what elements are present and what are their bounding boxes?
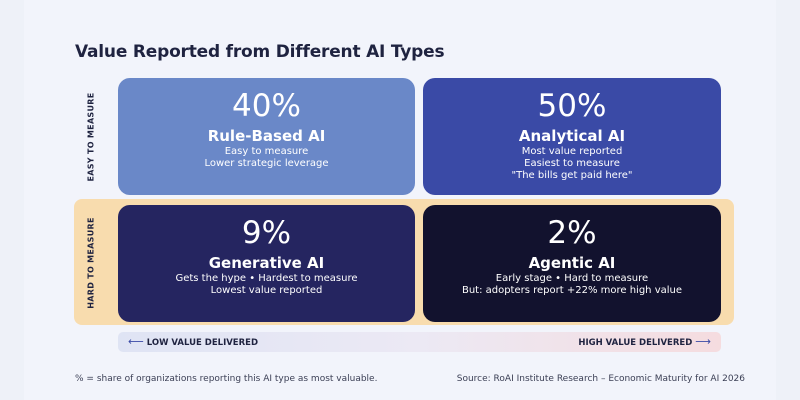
arrow-left-icon: ⟵ [128,335,144,348]
quadrant-analytical-ai: 50% Analytical AI Most value reported Ea… [423,78,721,195]
quadrant-description: Easy to measure [224,146,309,157]
footnote: % = share of organizations reporting thi… [75,374,378,384]
quadrant-name: Agentic AI [528,254,616,272]
axis-label-low-text: LOW VALUE DELIVERED [146,338,259,348]
page-title: Value Reported from Different AI Types [75,42,445,62]
value-delivered-axis: ⟵ LOW VALUE DELIVERED HIGH VALUE DELIVER… [118,332,721,352]
quadrant-name: Rule-Based AI [207,127,326,145]
quadrant-agentic-ai: 2% Agentic AI Early stage • Hard to meas… [423,205,721,322]
quadrant-generative-ai: 9% Generative AI Gets the hype • Hardest… [118,205,415,322]
axis-label-low: ⟵ LOW VALUE DELIVERED [128,332,258,352]
quadrant-description: Easiest to measure [524,158,620,169]
quadrant-name: Generative AI [208,254,325,272]
arrow-right-icon: ⟶ [695,335,711,348]
quadrant-description: "The bills get paid here" [511,170,633,181]
axis-label-high-text: HIGH VALUE DELIVERED [578,338,693,348]
y-axis-label-hard: HARD TO MEASURE [86,217,96,309]
quadrant-percentage: 2% [547,215,597,251]
axis-label-high: HIGH VALUE DELIVERED ⟶ [578,332,711,352]
quadrant-description: Lower strategic leverage [204,158,329,169]
source-note: Source: RoAI Institute Research – Econom… [456,374,745,384]
quadrant-percentage: 50% [537,88,607,124]
quadrant-description: Gets the hype • Hardest to measure [175,273,358,284]
quadrant-description: Most value reported [521,146,623,157]
quadrant-description: Early stage • Hard to measure [495,273,649,284]
quadrant-rule-based-ai: 40% Rule-Based AI Easy to measure Lower … [118,78,415,195]
quadrant-name: Analytical AI [518,127,626,145]
quadrant-percentage: 9% [241,215,292,251]
quadrant-percentage: 40% [232,88,301,124]
y-axis-label-easy: EASY TO MEASURE [86,92,96,182]
quadrant-description: Lowest value reported [210,285,323,296]
quadrant-description: But: adopters report +22% more high valu… [461,285,683,296]
